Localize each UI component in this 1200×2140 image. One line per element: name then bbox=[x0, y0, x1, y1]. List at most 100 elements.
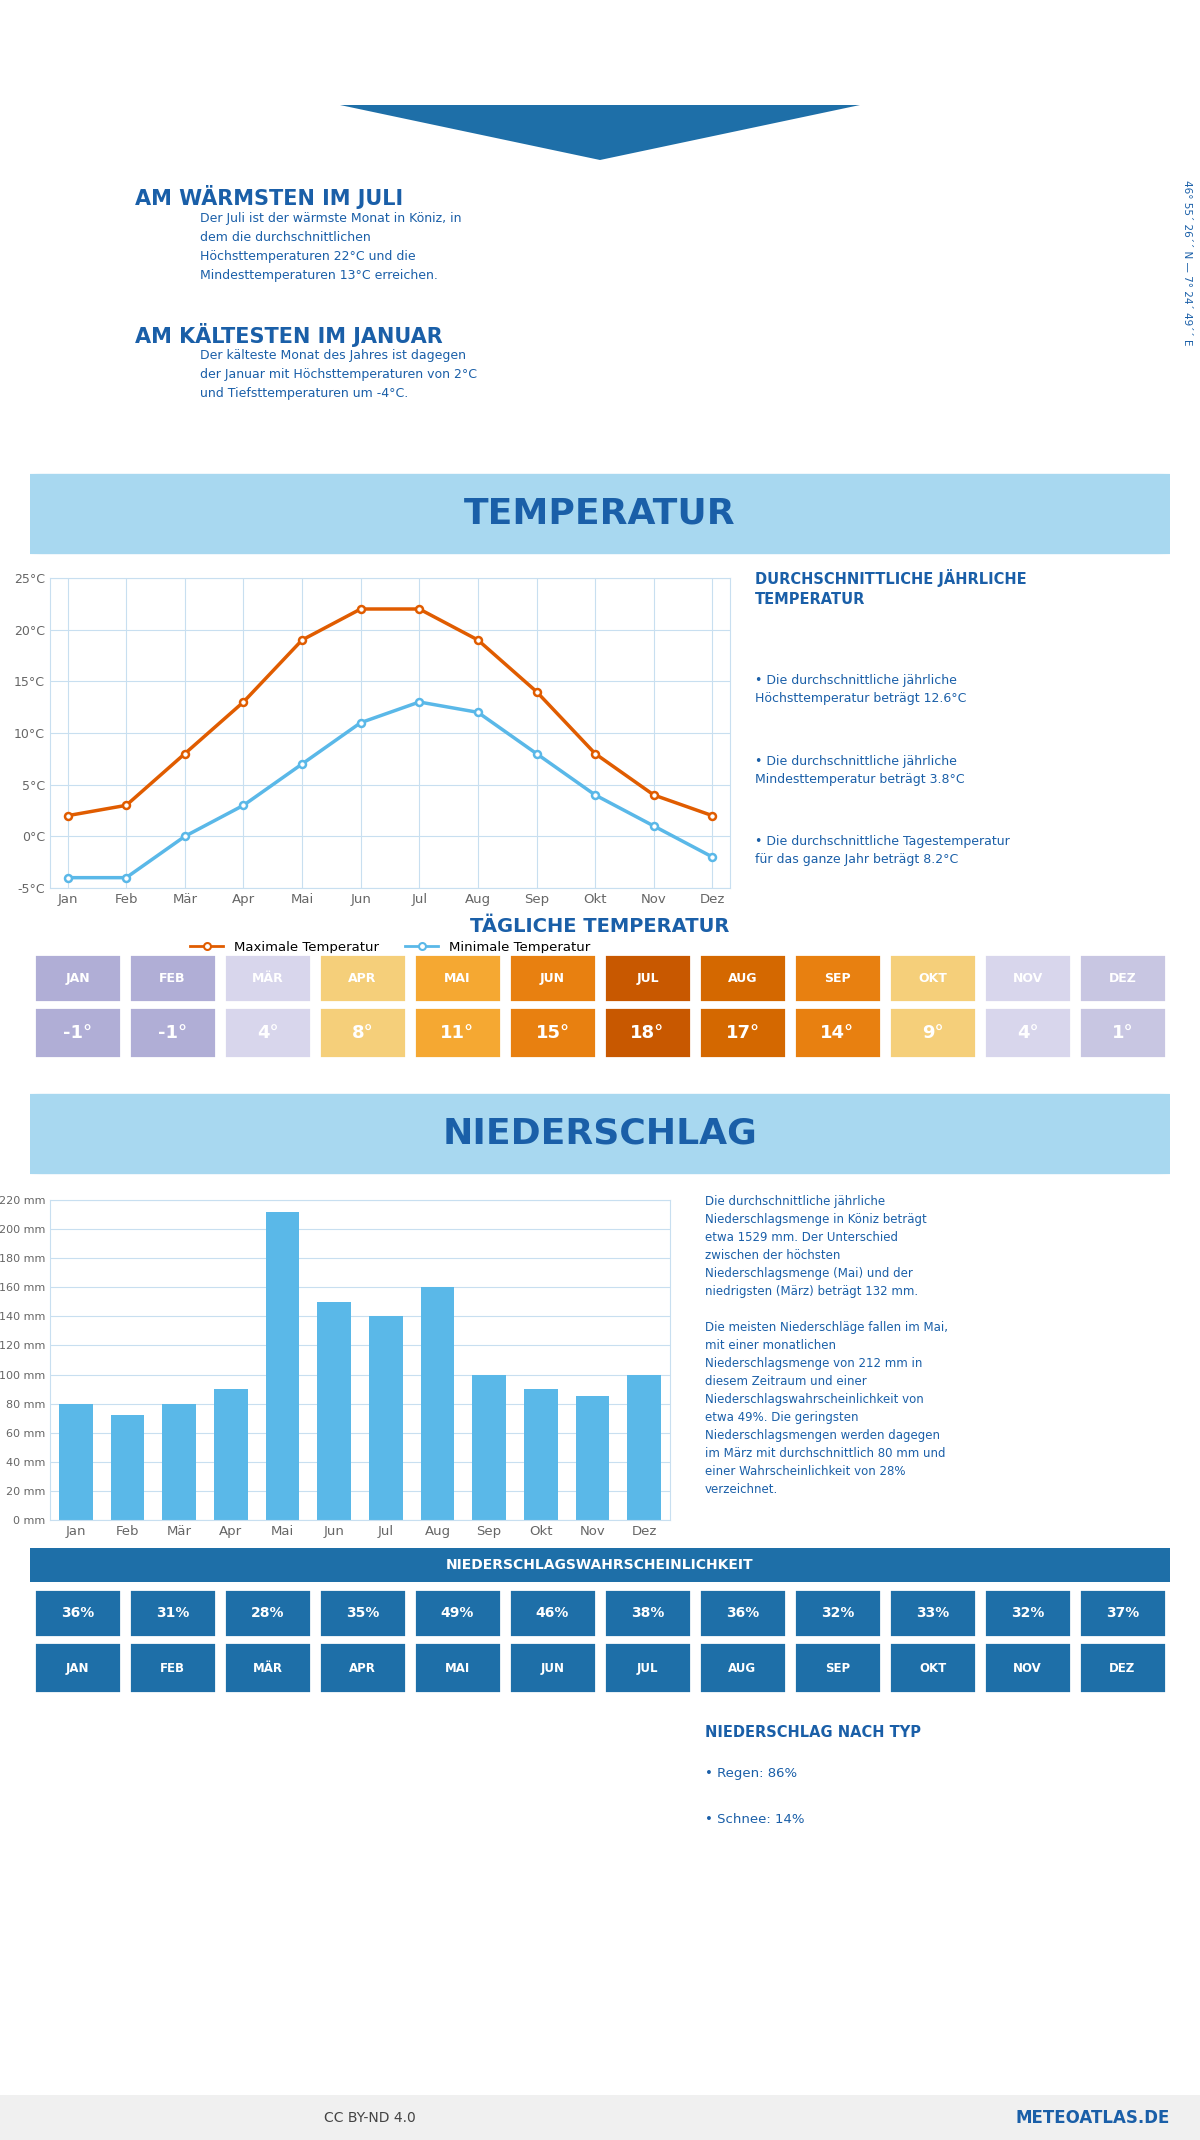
Text: SCHWEIZ: SCHWEIZ bbox=[564, 83, 636, 98]
Text: DEZ: DEZ bbox=[1109, 1661, 1135, 1676]
FancyBboxPatch shape bbox=[509, 1008, 596, 1057]
Text: 28%: 28% bbox=[251, 1607, 284, 1620]
Bar bbox=[421, 1288, 455, 1519]
Text: FEB: FEB bbox=[160, 972, 186, 984]
FancyBboxPatch shape bbox=[128, 1641, 216, 1693]
FancyBboxPatch shape bbox=[1079, 1641, 1166, 1693]
FancyBboxPatch shape bbox=[224, 954, 311, 1002]
Bar bbox=[59, 1404, 92, 1519]
Text: SEP: SEP bbox=[824, 972, 851, 984]
Text: JUN: JUN bbox=[540, 1661, 564, 1676]
Text: AUG: AUG bbox=[727, 972, 757, 984]
Text: -1°: -1° bbox=[158, 1025, 187, 1042]
FancyBboxPatch shape bbox=[319, 1641, 406, 1693]
Text: 32%: 32% bbox=[1010, 1607, 1044, 1620]
Bar bbox=[214, 1389, 247, 1519]
Text: AUG: AUG bbox=[728, 1661, 756, 1676]
Text: 38%: 38% bbox=[631, 1607, 664, 1620]
Bar bbox=[110, 1415, 144, 1519]
Text: • Die durchschnittliche Tagestemperatur
für das ganze Jahr beträgt 8.2°C: • Die durchschnittliche Tagestemperatur … bbox=[755, 835, 1009, 867]
Text: NOV: NOV bbox=[1013, 972, 1043, 984]
Text: 32%: 32% bbox=[821, 1607, 854, 1620]
FancyBboxPatch shape bbox=[34, 954, 121, 1002]
FancyBboxPatch shape bbox=[34, 1641, 121, 1693]
Legend: Maximale Temperatur, Minimale Temperatur: Maximale Temperatur, Minimale Temperatur bbox=[185, 935, 595, 959]
Text: JAN: JAN bbox=[65, 972, 90, 984]
Text: • Regen: 86%: • Regen: 86% bbox=[706, 1768, 797, 1780]
FancyBboxPatch shape bbox=[794, 1008, 881, 1057]
Text: Die durchschnittliche jährliche
Niederschlagsmenge in Köniz beträgt
etwa 1529 mm: Die durchschnittliche jährliche Niedersc… bbox=[706, 1194, 948, 1496]
Bar bbox=[576, 1397, 610, 1519]
Bar bbox=[317, 1301, 350, 1519]
Text: • Schnee: 14%: • Schnee: 14% bbox=[706, 1813, 804, 1825]
Text: 46%: 46% bbox=[536, 1607, 569, 1620]
Text: -1°: -1° bbox=[62, 1025, 92, 1042]
Text: JUN: JUN bbox=[540, 972, 565, 984]
Text: 46° 55´ 26´´ N — 7° 24´ 49´´ E: 46° 55´ 26´´ N — 7° 24´ 49´´ E bbox=[1182, 180, 1192, 345]
Text: 9°: 9° bbox=[922, 1025, 943, 1042]
FancyBboxPatch shape bbox=[224, 1590, 311, 1637]
Text: 15°: 15° bbox=[535, 1025, 570, 1042]
Text: 11°: 11° bbox=[440, 1025, 474, 1042]
Text: FEB: FEB bbox=[160, 1661, 185, 1676]
FancyBboxPatch shape bbox=[794, 1641, 881, 1693]
Bar bbox=[265, 1211, 299, 1519]
Legend: Niederschlagssumme: Niederschlagssumme bbox=[264, 1547, 456, 1571]
FancyBboxPatch shape bbox=[604, 1590, 691, 1637]
Text: 1°: 1° bbox=[1111, 1025, 1133, 1042]
FancyBboxPatch shape bbox=[984, 1008, 1072, 1057]
FancyBboxPatch shape bbox=[604, 1008, 691, 1057]
FancyBboxPatch shape bbox=[319, 1008, 406, 1057]
Text: AM WÄRMSTEN IM JULI: AM WÄRMSTEN IM JULI bbox=[134, 184, 403, 210]
FancyBboxPatch shape bbox=[889, 954, 977, 1002]
FancyBboxPatch shape bbox=[698, 1008, 786, 1057]
FancyBboxPatch shape bbox=[889, 1008, 977, 1057]
Text: JUL: JUL bbox=[636, 972, 659, 984]
FancyBboxPatch shape bbox=[604, 954, 691, 1002]
FancyBboxPatch shape bbox=[509, 1641, 596, 1693]
FancyBboxPatch shape bbox=[34, 1008, 121, 1057]
Text: • Die durchschnittliche jährliche
Mindesttemperatur beträgt 3.8°C: • Die durchschnittliche jährliche Mindes… bbox=[755, 755, 965, 785]
Text: OKT: OKT bbox=[918, 972, 947, 984]
FancyBboxPatch shape bbox=[889, 1641, 977, 1693]
Text: DURCHSCHNITTLICHE JÄHRLICHE
TEMPERATUR: DURCHSCHNITTLICHE JÄHRLICHE TEMPERATUR bbox=[755, 569, 1027, 606]
Text: 49%: 49% bbox=[440, 1607, 474, 1620]
Text: AM KÄLTESTEN IM JANUAR: AM KÄLTESTEN IM JANUAR bbox=[134, 323, 443, 347]
Text: TÄGLICHE TEMPERATUR: TÄGLICHE TEMPERATUR bbox=[470, 916, 730, 935]
FancyBboxPatch shape bbox=[0, 2095, 1200, 2140]
FancyBboxPatch shape bbox=[128, 1590, 216, 1637]
Bar bbox=[370, 1316, 403, 1519]
FancyBboxPatch shape bbox=[34, 1590, 121, 1637]
Text: TEMPERATUR: TEMPERATUR bbox=[464, 496, 736, 531]
FancyBboxPatch shape bbox=[1079, 954, 1166, 1002]
Bar bbox=[473, 1374, 506, 1519]
FancyBboxPatch shape bbox=[794, 954, 881, 1002]
Text: • Die durchschnittliche jährliche
Höchsttemperatur beträgt 12.6°C: • Die durchschnittliche jährliche Höchst… bbox=[755, 674, 966, 706]
FancyBboxPatch shape bbox=[509, 954, 596, 1002]
Text: KÖNIZ: KÖNIZ bbox=[503, 13, 697, 66]
FancyBboxPatch shape bbox=[128, 954, 216, 1002]
Text: MAI: MAI bbox=[444, 972, 470, 984]
Text: 31%: 31% bbox=[156, 1607, 190, 1620]
FancyBboxPatch shape bbox=[414, 954, 502, 1002]
Text: METEOATLAS.DE: METEOATLAS.DE bbox=[1015, 2110, 1170, 2127]
Text: MAI: MAI bbox=[445, 1661, 470, 1676]
Text: 4°: 4° bbox=[257, 1025, 278, 1042]
FancyBboxPatch shape bbox=[698, 1590, 786, 1637]
FancyBboxPatch shape bbox=[698, 1641, 786, 1693]
Text: Der kälteste Monat des Jahres ist dagegen
der Januar mit Höchsttemperaturen von : Der kälteste Monat des Jahres ist dagege… bbox=[200, 349, 478, 400]
Text: 17°: 17° bbox=[726, 1025, 760, 1042]
FancyBboxPatch shape bbox=[604, 1641, 691, 1693]
Text: 36%: 36% bbox=[726, 1607, 760, 1620]
Polygon shape bbox=[340, 105, 860, 160]
Text: 14°: 14° bbox=[821, 1025, 854, 1042]
FancyBboxPatch shape bbox=[7, 1094, 1193, 1175]
FancyBboxPatch shape bbox=[414, 1641, 502, 1693]
Text: 37%: 37% bbox=[1106, 1607, 1139, 1620]
Text: CC BY-ND 4.0: CC BY-ND 4.0 bbox=[324, 2110, 416, 2125]
Text: 36%: 36% bbox=[61, 1607, 94, 1620]
Text: OKT: OKT bbox=[919, 1661, 946, 1676]
Text: 35%: 35% bbox=[346, 1607, 379, 1620]
Text: MÄR: MÄR bbox=[252, 972, 283, 984]
FancyBboxPatch shape bbox=[319, 954, 406, 1002]
